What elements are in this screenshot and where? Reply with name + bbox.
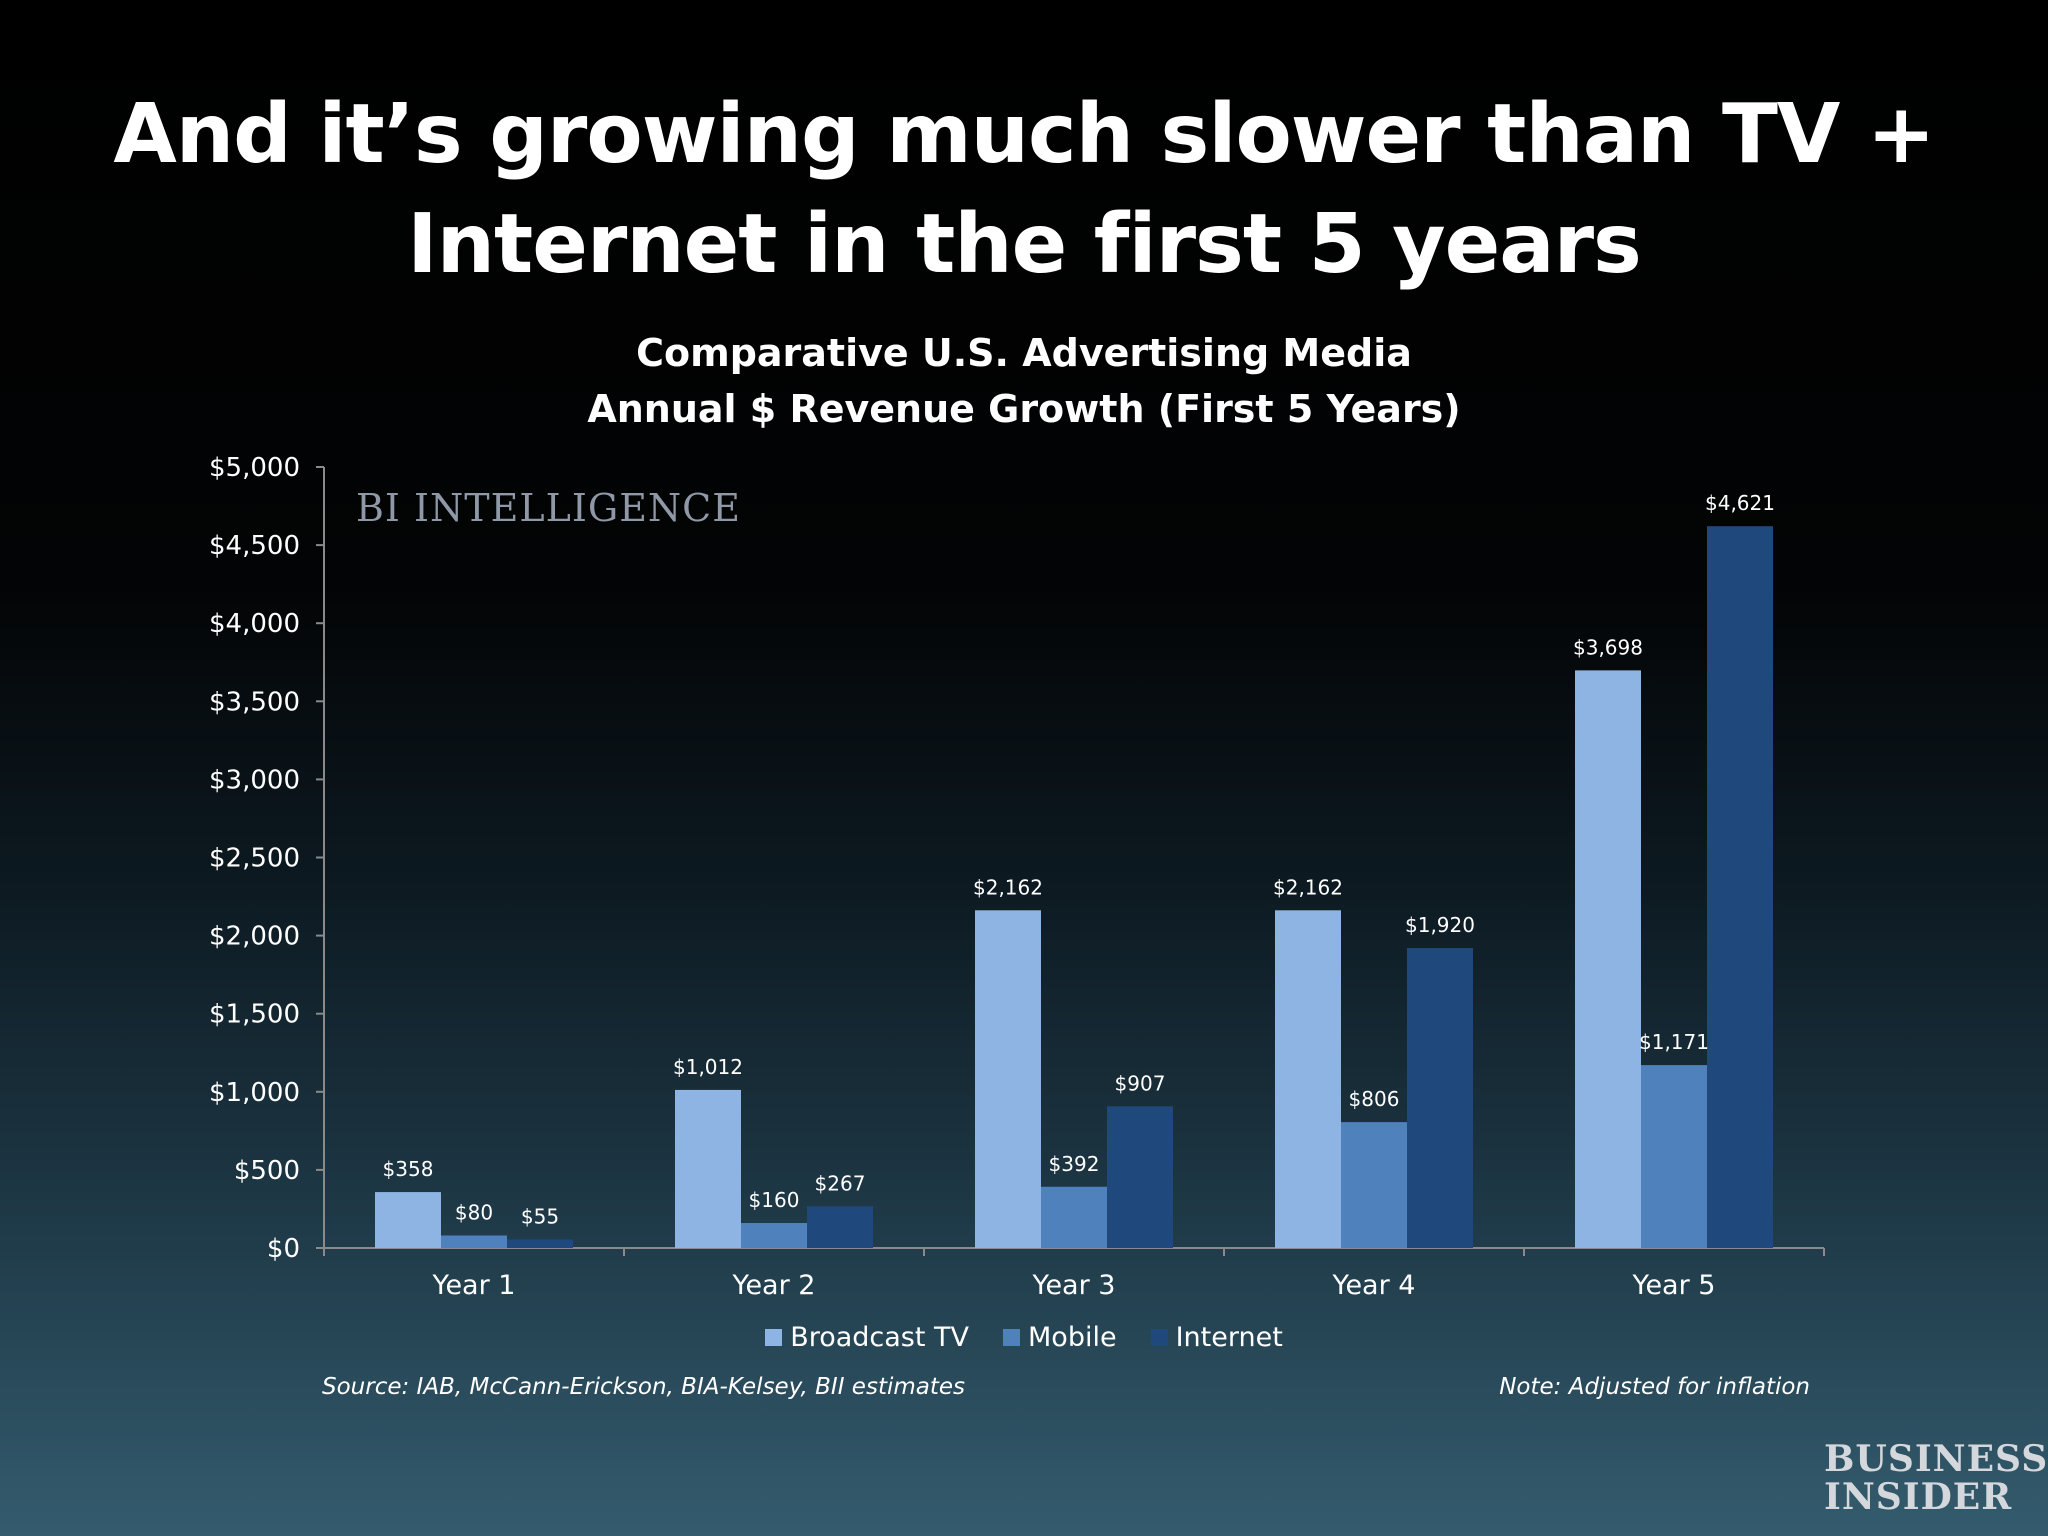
y-tick-label: $500 bbox=[234, 1156, 300, 1186]
data-label-broadcast-tv: $2,162 bbox=[973, 875, 1043, 899]
legend-item-broadcast-tv: Broadcast TV bbox=[765, 1322, 969, 1353]
y-tick-label: $2,500 bbox=[209, 844, 300, 874]
x-axis: Year 1 Year 2 Year 3 Year 4 Year 5 bbox=[323, 1247, 1825, 1301]
bar-internet bbox=[807, 1206, 873, 1248]
legend-swatch-broadcast-tv bbox=[765, 1329, 783, 1346]
bar-internet bbox=[1107, 1106, 1173, 1248]
x-tick-label: Year 1 bbox=[432, 1270, 516, 1301]
data-label-mobile: $806 bbox=[1349, 1087, 1400, 1111]
y-tick-label: $0 bbox=[267, 1234, 300, 1264]
logo-line1: BUSINESS bbox=[1824, 1438, 2048, 1480]
x-tick-label: Year 3 bbox=[1032, 1270, 1116, 1301]
data-label-broadcast-tv: $3,698 bbox=[1573, 635, 1643, 659]
bar-mobile bbox=[1641, 1065, 1707, 1248]
legend-swatch-mobile bbox=[1003, 1329, 1021, 1346]
legend-label-mobile: Mobile bbox=[1028, 1322, 1117, 1353]
data-label-internet: $907 bbox=[1115, 1071, 1166, 1095]
bar-mobile bbox=[1341, 1122, 1407, 1248]
data-label-broadcast-tv: $1,012 bbox=[673, 1055, 743, 1079]
bar-broadcast-tv bbox=[1275, 910, 1341, 1248]
data-label-internet: $55 bbox=[521, 1204, 559, 1228]
chart-title: Comparative U.S. Advertising Media Annua… bbox=[0, 325, 2048, 437]
chart-title-line1: Comparative U.S. Advertising Media bbox=[636, 331, 1412, 375]
inflation-note: Note: Adjusted for inflation bbox=[1499, 1374, 1810, 1400]
bar-broadcast-tv bbox=[675, 1089, 741, 1248]
slide-title: And it’s growing much slower than TV + I… bbox=[0, 80, 2048, 300]
y-tick-label: $3,500 bbox=[209, 687, 300, 717]
legend-label-broadcast-tv: Broadcast TV bbox=[790, 1322, 970, 1353]
legend-item-mobile: Mobile bbox=[1003, 1322, 1117, 1353]
business-insider-logo: BUSINESS INSIDER bbox=[1824, 1438, 2048, 1518]
chart-title-line2: Annual $ Revenue Growth (First 5 Years) bbox=[587, 387, 1461, 431]
y-tick-label: $4,500 bbox=[209, 531, 300, 561]
bar-internet bbox=[1707, 526, 1773, 1248]
data-label-internet: $4,621 bbox=[1705, 491, 1775, 515]
data-labels: $358 $80 $55 $1,012 $160 $267 $2,162 $392 $907 $2… bbox=[383, 491, 1775, 1228]
data-label-internet: $267 bbox=[815, 1171, 866, 1195]
bar-broadcast-tv bbox=[375, 1192, 441, 1248]
source-note: Source: IAB, McCann-Erickson, BIA-Kelsey… bbox=[322, 1374, 966, 1400]
x-tick-label: Year 5 bbox=[1632, 1270, 1716, 1301]
data-label-broadcast-tv: $2,162 bbox=[1273, 875, 1343, 899]
logo-line2: INSIDER bbox=[1824, 1476, 2013, 1518]
bar-internet bbox=[507, 1239, 573, 1248]
y-tick-label: $1,000 bbox=[209, 1078, 300, 1108]
data-label-mobile: $160 bbox=[749, 1188, 800, 1212]
y-tick-label: $2,000 bbox=[209, 922, 300, 952]
data-label-mobile: $80 bbox=[455, 1201, 493, 1225]
bar-mobile bbox=[741, 1223, 807, 1248]
y-tick-label: $1,500 bbox=[209, 1000, 300, 1030]
legend-swatch-internet bbox=[1150, 1329, 1168, 1346]
data-label-mobile: $392 bbox=[1049, 1152, 1100, 1176]
bar-internet bbox=[1407, 948, 1473, 1248]
legend-item-internet: Internet bbox=[1150, 1322, 1283, 1353]
legend-label-internet: Internet bbox=[1175, 1322, 1283, 1353]
bar-broadcast-tv bbox=[1575, 670, 1641, 1248]
y-axis: $0 $500 $1,000 $1,500 $2,000 $2,500 $3,000 $3,5… bbox=[209, 453, 325, 1264]
data-label-broadcast-tv: $358 bbox=[383, 1157, 434, 1181]
bar-mobile bbox=[1041, 1186, 1107, 1248]
bars bbox=[375, 526, 1773, 1248]
data-label-internet: $1,920 bbox=[1405, 913, 1475, 937]
data-label-mobile: $1,171 bbox=[1639, 1030, 1709, 1054]
bar-mobile bbox=[441, 1235, 507, 1248]
y-tick-label: $4,000 bbox=[209, 609, 300, 639]
slide-title-line2: Internet in the first 5 years bbox=[407, 197, 1642, 292]
bar-broadcast-tv bbox=[975, 910, 1041, 1248]
x-tick-label: Year 4 bbox=[1332, 1270, 1416, 1301]
x-tick-label: Year 2 bbox=[732, 1270, 816, 1301]
slide-title-line1: And it’s growing much slower than TV + bbox=[113, 87, 1935, 182]
legend: Broadcast TV Mobile Internet bbox=[0, 1322, 2048, 1353]
y-tick-label: $3,000 bbox=[209, 765, 300, 795]
y-tick-label: $5,000 bbox=[209, 453, 300, 483]
bi-intelligence-watermark: BI INTELLIGENCE bbox=[356, 486, 741, 530]
